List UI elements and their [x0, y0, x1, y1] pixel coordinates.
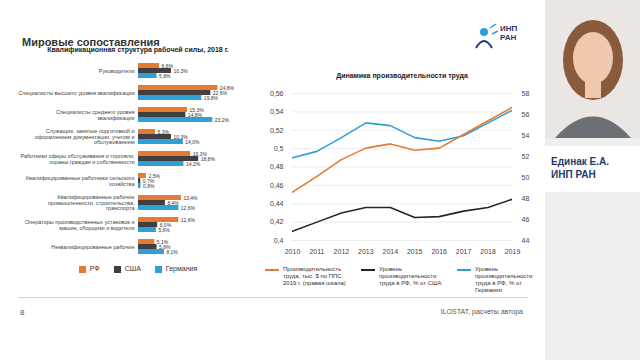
svg-text:23,2%: 23,2%	[215, 117, 230, 123]
svg-text:48: 48	[522, 195, 530, 202]
svg-text:44: 44	[522, 237, 530, 244]
svg-text:2018: 2018	[480, 248, 496, 255]
svg-text:2016: 2016	[431, 248, 447, 255]
svg-text:2014: 2014	[382, 248, 398, 255]
svg-text:0,54: 0,54	[270, 108, 284, 115]
html-text:ИНП РАН: ИНП РАН	[551, 169, 596, 180]
svg-text:18,8%: 18,8%	[201, 156, 216, 162]
svg-text:58: 58	[522, 90, 530, 97]
svg-text:Специалисты высшего уровня ква: Специалисты высшего уровня квалификации	[18, 90, 134, 96]
svg-text:8,1%: 8,1%	[166, 249, 178, 255]
html-text:Производительность труда, тыс.: Производительность труда, тыс. $ по ППС,…	[283, 266, 346, 286]
svg-text:Квалифицированные рабочиепромы: Квалифицированные рабочиепромышленности,…	[48, 194, 136, 211]
svg-text:13,4%: 13,4%	[183, 195, 198, 201]
svg-text:Квалифицированные работники се: Квалифицированные работники сельскогохоз…	[26, 175, 136, 187]
svg-text:10,3%: 10,3%	[173, 68, 188, 74]
svg-text:19,8%: 19,8%	[204, 95, 219, 101]
svg-text:0,8%: 0,8%	[143, 183, 155, 189]
svg-text:Работники сферы обслуживания и: Работники сферы обслуживания и торговли,…	[20, 153, 135, 165]
html-text:РФ: РФ	[89, 265, 100, 272]
svg-text:Руководители: Руководители	[99, 68, 135, 74]
html-text:ИНП РАН: ИНП РАН	[500, 24, 518, 42]
svg-text:2011: 2011	[309, 248, 324, 255]
svg-text:5,8%: 5,8%	[159, 243, 171, 250]
svg-text:5,8%: 5,8%	[159, 73, 171, 79]
svg-text:2015: 2015	[407, 248, 423, 255]
html-text:Мировые сопоставления: Мировые сопоставления	[22, 36, 160, 48]
svg-text:14,0%: 14,0%	[185, 139, 200, 145]
svg-text:5,6%: 5,6%	[158, 227, 170, 233]
svg-text:0,56: 0,56	[270, 90, 284, 97]
html-text:8: 8	[20, 308, 25, 317]
html-text:ILOSTAT, расчеты автора: ILOSTAT, расчеты автора	[440, 308, 523, 315]
svg-text:Служащие, занятые подготовкой: Служащие, занятые подготовкой иоформлени…	[35, 128, 135, 145]
html-text:Уровень производительности тру: Уровень производительности труда в РФ, %…	[379, 266, 442, 286]
svg-text:2012: 2012	[334, 248, 350, 255]
svg-text:16,3%: 16,3%	[192, 150, 207, 157]
svg-text:Неквалифицированные рабочие: Неквалифицированные рабочие	[51, 244, 134, 250]
svg-text:46: 46	[522, 216, 530, 223]
svg-text:50: 50	[522, 174, 530, 181]
svg-text:56: 56	[522, 111, 530, 118]
svg-text:0,5: 0,5	[274, 145, 284, 152]
svg-text:Операторы производственных уст: Операторы производственных установок има…	[25, 219, 135, 231]
html-text:Единак Е.А.: Единак Е.А.	[551, 156, 609, 167]
svg-text:2019: 2019	[505, 248, 521, 255]
svg-text:6,6%: 6,6%	[162, 63, 174, 69]
svg-text:2013: 2013	[358, 248, 374, 255]
svg-text:14,8%: 14,8%	[188, 112, 203, 118]
svg-text:0,46: 0,46	[270, 182, 284, 189]
svg-text:0,4: 0,4	[274, 237, 284, 244]
svg-text:5,3%: 5,3%	[157, 129, 169, 135]
svg-text:2,5%: 2,5%	[148, 172, 160, 179]
html-text:США: США	[124, 265, 141, 272]
svg-text:2010: 2010	[285, 248, 301, 255]
svg-text:2017: 2017	[456, 248, 472, 255]
svg-text:10,3%: 10,3%	[173, 133, 188, 140]
svg-text:0,48: 0,48	[270, 163, 284, 170]
svg-text:15,3%: 15,3%	[189, 106, 204, 113]
svg-text:0,7%: 0,7%	[142, 177, 155, 184]
html-text:Квалификационная структура раб: Квалификационная структура рабочей силы,…	[47, 46, 229, 53]
svg-text:6,0%: 6,0%	[159, 221, 172, 228]
svg-text:24,8%: 24,8%	[219, 84, 234, 91]
html-text:Динамика производительности тр: Динамика производительности труда	[336, 72, 468, 79]
html-text:Уровень производительности тру: Уровень производительности труда в РФ, %…	[475, 266, 533, 293]
html-text:Германия: Германия	[165, 265, 198, 272]
svg-text:52: 52	[522, 153, 530, 160]
svg-text:12,6%: 12,6%	[181, 205, 196, 211]
svg-text:0,42: 0,42	[270, 218, 284, 225]
svg-text:0,52: 0,52	[270, 126, 284, 133]
svg-text:8,4%: 8,4%	[167, 200, 179, 206]
svg-text:54: 54	[522, 132, 530, 139]
svg-text:5,1%: 5,1%	[156, 238, 169, 245]
svg-text:12,6%: 12,6%	[181, 217, 196, 223]
svg-text:Специалисты среднего уровняква: Специалисты среднего уровняквалификации	[56, 109, 135, 121]
svg-text:0,44: 0,44	[270, 200, 284, 207]
svg-text:14,2%: 14,2%	[186, 161, 201, 167]
svg-text:22,6%: 22,6%	[212, 89, 227, 96]
